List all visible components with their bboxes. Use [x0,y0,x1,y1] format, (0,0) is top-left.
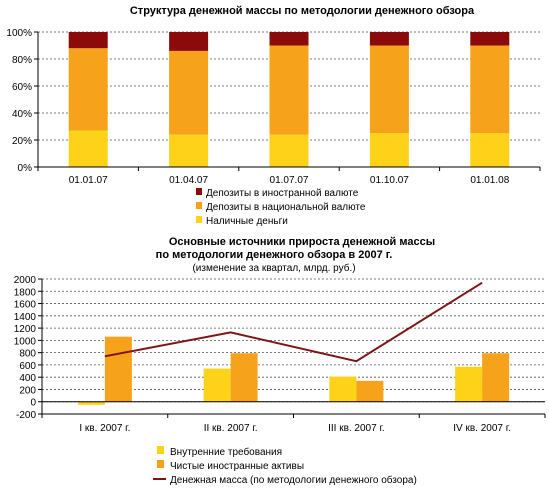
chart2-bar [77,401,105,405]
chart1-x-tick-label: 01.01.07 [69,175,108,186]
chart1-bars [68,32,510,167]
chart2-line-series [104,281,483,363]
chart2-y-tick-label: 1200 [14,324,37,335]
chart2-y-tick-label: 1800 [14,287,37,298]
chart1-bar-segment [68,48,108,131]
chart1-x-tick-label: 01.04.07 [169,175,208,186]
chart1-legend-label: Наличные деньги [206,216,288,227]
chart1-bar-segment [269,134,309,167]
chart2-bar [203,368,231,402]
chart2-axes [38,278,546,418]
chart1-bar-segment [369,45,409,134]
chart2-y-tick-label: -200 [16,410,36,421]
chart1-bar-segment [369,32,409,46]
chart2-legend: Внутренние требования Чистые иностранные … [153,446,417,486]
chart1-bar-segment [169,134,209,167]
chart1-legend-label: Депозиты в иностранной валюте [206,188,359,199]
chart2-y-tick-label: 2000 [14,275,37,286]
chart1-y-tick-labels: 0% 20% 40% 60% 80% 100% [6,28,32,174]
chart1-y-tick-label: 40% [12,109,32,120]
chart1-x-tick-label: 01.07.07 [270,175,309,186]
chart1-legend-swatch [196,216,202,223]
chart2-bar [329,376,357,402]
chart2-y-tick-label: 0 [30,398,36,409]
chart2-legend-label: Денежная масса (по методологии денежного… [170,474,417,486]
chart2-y-tick-label: 1000 [14,336,37,347]
chart1-legend: Депозиты в иностранной валюте Депозиты в … [196,188,366,227]
chart1-x-tick-label: 01.10.07 [370,175,409,186]
chart2-legend-label: Внутренние требования [170,446,282,458]
chart2-y-tick-label: 1400 [14,312,37,323]
chart1-bar-segment [269,32,309,46]
money-structure-chart: Структура денежной массы по методологии … [6,5,541,227]
chart1-legend-label: Депозиты в национальной валюте [206,202,366,213]
chart2-money-supply-line [104,281,483,363]
chart1-bar-segment [470,133,510,167]
chart2-x-tick-label: II кв. 2007 г. [204,423,258,434]
chart2-y-tick-label: 200 [19,385,36,396]
chart2-subtitle: (изменение за квартал, млрд. руб.) [192,262,355,274]
chart1-x-tick-label: 01.01.08 [470,175,509,186]
chart2-title-line1: Основные источники прироста денежной мас… [169,236,435,248]
chart1-y-tick-label: 20% [12,136,32,147]
chart2-legend-swatch [157,460,164,468]
chart1-bar-segment [169,32,209,51]
chart1-axes [34,31,541,171]
chart2-x-tick-labels: I кв. 2007 г. II кв. 2007 г. III кв. 2007 … [79,423,511,434]
chart2-y-tick-label: 600 [19,361,36,372]
chart1-y-tick-label: 80% [12,55,32,66]
chart2-bar [356,380,384,402]
chart2-y-tick-label: 1600 [14,300,37,311]
chart2-bar [455,366,483,402]
chart2-x-tick-label: III кв. 2007 г. [328,423,385,434]
chart2-x-tick-label: IV кв. 2007 г. [453,423,511,434]
chart1-title: Структура денежной массы по методологии … [130,5,475,17]
chart1-bar-segment [68,32,108,49]
chart2-y-tick-label: 400 [19,373,36,384]
chart1-bar-segment [470,32,510,46]
chart1-bar-segment [470,45,510,134]
chart2-legend-label: Чистые иностранные активы [170,461,304,472]
chart2-bar [230,353,258,402]
chart2-bar [104,336,132,402]
chart2-bars [77,336,510,405]
chart2-y-tick-label: 800 [19,349,36,360]
chart1-y-tick-label: 0% [18,163,33,174]
chart1-bar-segment [369,133,409,167]
money-growth-sources-chart: Основные источники прироста денежной мас… [14,236,546,486]
chart1-x-tick-labels: 01.01.07 01.04.07 01.07.07 01.10.07 01.01.08 [69,175,510,186]
chart2-x-tick-label: I кв. 2007 г. [79,423,130,434]
chart1-y-tick-label: 60% [12,82,32,93]
chart1-legend-swatch [196,202,202,209]
chart1-y-tick-label: 100% [6,28,32,39]
chart1-legend-swatch [196,188,202,195]
chart2-bar [482,353,510,402]
chart1-bar-segment [68,130,108,167]
chart1-bar-segment [169,50,209,135]
chart2-legend-swatch [157,446,164,454]
chart2-title-line2: по методологии денежного обзора в 2007 г… [156,249,393,261]
chart1-bar-segment [269,45,309,135]
